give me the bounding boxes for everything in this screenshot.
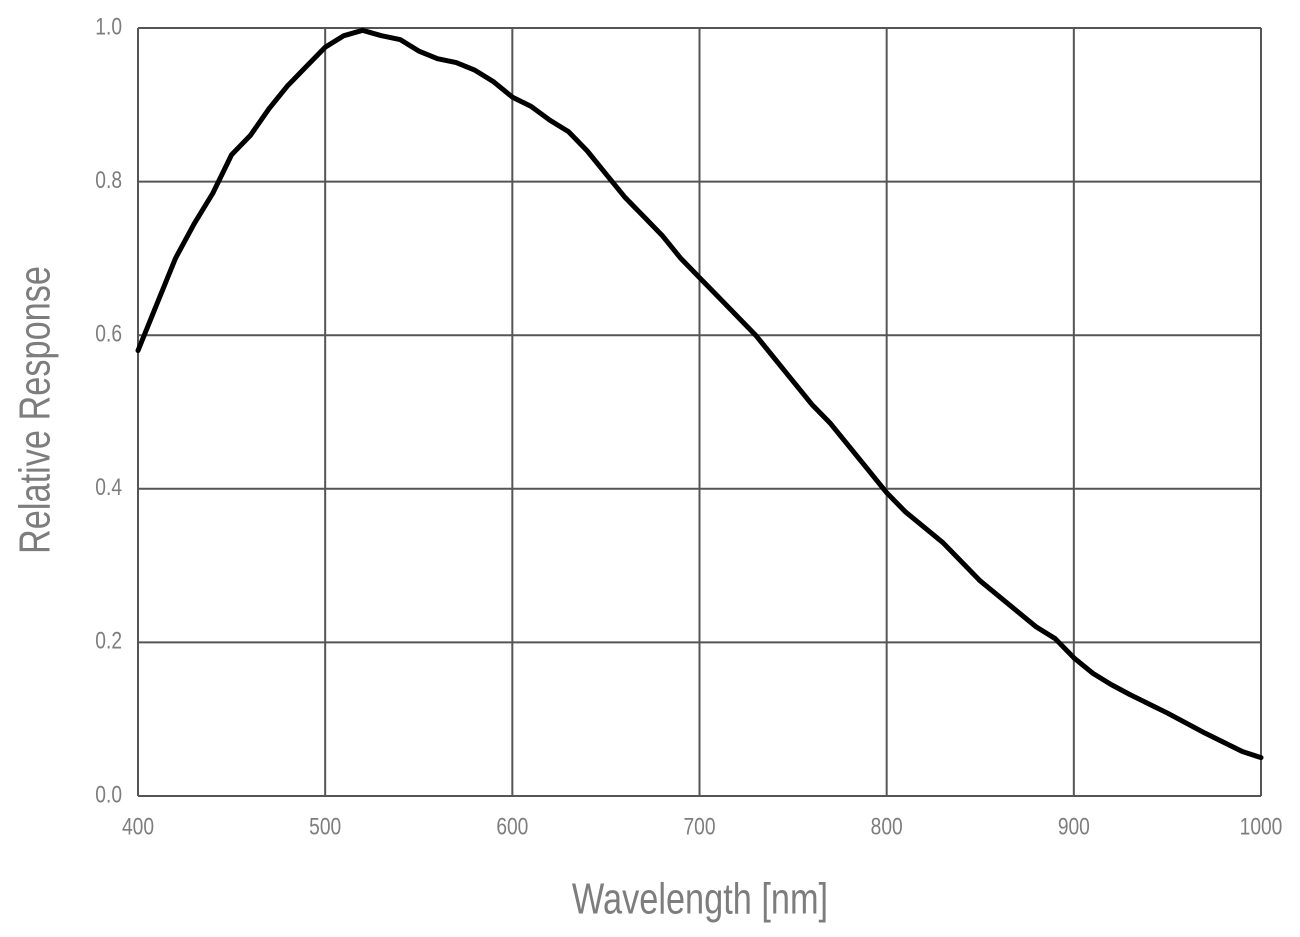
x-tick-label: 900 xyxy=(1058,812,1090,840)
y-axis-label: Relative Response xyxy=(11,266,60,554)
x-tick-label: 800 xyxy=(871,812,903,840)
x-axis-label: Wavelength [nm] xyxy=(572,875,828,924)
line xyxy=(135,27,1264,761)
x-tick-label: 400 xyxy=(122,812,154,840)
x-tick-label: 500 xyxy=(309,812,341,840)
y-tick-label: 0.8 xyxy=(95,166,122,194)
y-tick-label: 0.6 xyxy=(95,319,122,347)
y-tick-label: 0.2 xyxy=(95,627,122,655)
x-tick-label: 700 xyxy=(683,812,715,840)
y-tick-label: 1.0 xyxy=(95,12,122,40)
x-tick-label: 600 xyxy=(496,812,528,840)
x-tick-label: 1000 xyxy=(1240,812,1283,840)
y-tick-label: 0.0 xyxy=(95,780,122,808)
y-tick-label: 0.4 xyxy=(95,473,122,501)
